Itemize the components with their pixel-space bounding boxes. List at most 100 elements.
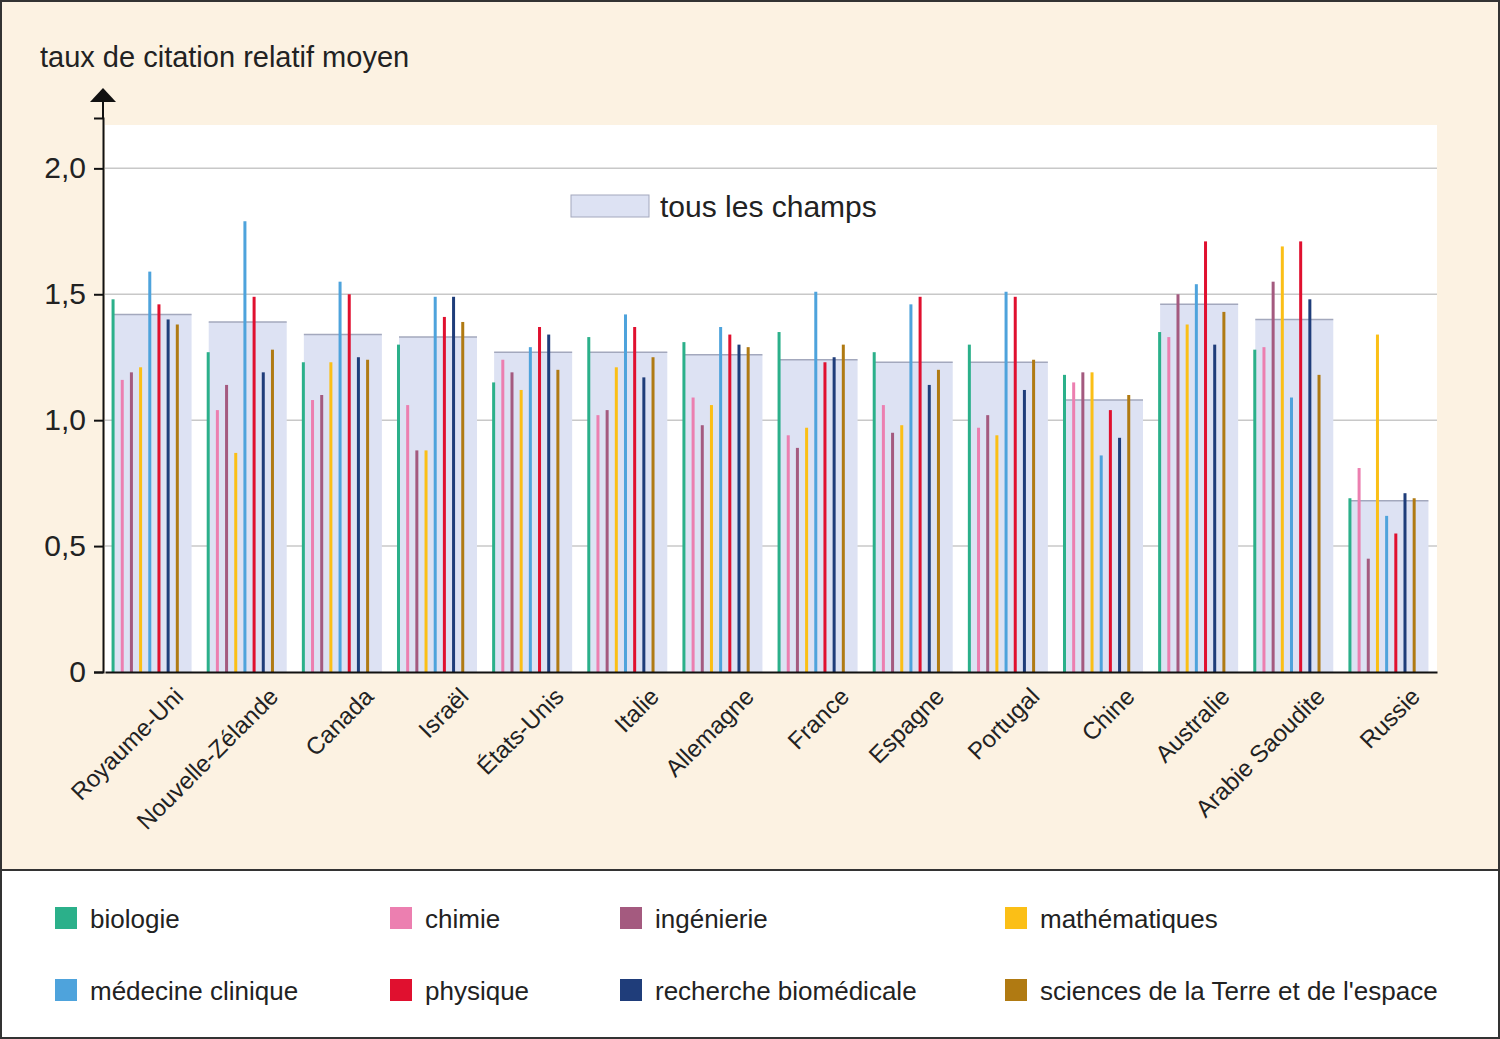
x-tick: Canada [300,672,379,761]
bar [710,405,713,672]
bar [615,367,618,672]
bar [1109,410,1112,672]
all-fields-bar [1160,304,1238,672]
bar [1127,395,1130,672]
x-tick: Portugal [962,672,1044,765]
x-tick-label: France [782,683,854,755]
bar [1195,284,1198,672]
bar [692,398,695,672]
bar [1204,241,1207,672]
bar [986,415,989,672]
bar [1403,493,1406,672]
bar [547,335,550,672]
bar [728,335,731,672]
bar [529,347,532,672]
all-fields-bar [970,362,1048,672]
legend-label: mathématiques [1040,904,1218,934]
bar [130,372,133,672]
bar [329,362,332,672]
bar [1376,335,1379,672]
bar [701,425,704,672]
legend-label: médecine clinique [90,976,298,1006]
y-tick-label: 1,5 [44,277,86,310]
chart: 00,51,01,52,0taux de citation relatif mo… [0,0,1500,1039]
legend-swatch [390,979,412,1001]
bar [909,304,912,672]
bar [823,362,826,672]
y-axis: 00,51,01,52,0 [44,119,103,689]
x-tick: Allemagne [660,672,759,782]
bar [176,324,179,672]
bar [1213,345,1216,672]
x-tick-label: Russie [1354,683,1425,754]
legend-swatch [620,979,642,1001]
bar [1118,438,1121,672]
y-tick-mark [94,546,103,548]
all-fields-top [1160,304,1238,306]
bar [1081,372,1084,672]
legend-swatch [55,979,77,1001]
y-tick-mark [94,294,103,296]
x-tick: Russie [1354,672,1425,753]
bar [357,357,360,672]
legend-label: physique [425,976,529,1006]
bar [415,450,418,672]
legend-swatch [620,907,642,929]
all-fields-top [875,362,953,364]
all-fields-top [970,362,1048,364]
bar [1072,382,1075,672]
bar [538,327,541,672]
bar [787,435,790,672]
all-fields-top [494,351,572,353]
bar [253,297,256,672]
y-tick-label: 0 [69,655,86,688]
bar [873,352,876,672]
y-tick: 1,5 [44,277,103,310]
bar [1023,390,1026,672]
legend-panel [0,870,1500,1039]
bar [556,370,559,672]
bar [1186,324,1189,672]
x-tick-label: Chine [1076,683,1139,746]
bar [1253,350,1256,672]
marks [112,221,1429,672]
y-tick-mark [94,420,103,422]
bar [366,360,369,672]
bar [1308,299,1311,672]
all-fields-top [1350,500,1428,502]
y-label: taux de citation relatif moyen [40,41,409,73]
background [0,0,1500,870]
x-tick-label: Portugal [962,683,1044,765]
all-fields-top [684,354,762,356]
bar [1272,282,1275,672]
all-fields-top [304,334,382,336]
bar [243,221,246,672]
bar [1222,312,1225,672]
y-tick-mark [94,168,103,170]
x-tick-label: États-Unis [471,683,568,780]
legend-swatch [1005,907,1027,929]
bar [1367,559,1370,672]
all-fields-bar [209,322,287,672]
bar [262,372,265,672]
bar [1262,347,1265,672]
bar [1348,498,1351,672]
bar [1100,455,1103,672]
bar [1413,498,1416,672]
x-axis: Royaume-UniNouvelle-ZélandeCanadaIsraëlÉ… [65,672,1437,835]
x-tick-label: Italie [609,683,664,738]
bar [1299,241,1302,672]
x-axis-line [106,672,1438,674]
all-fields-bar [304,335,382,672]
bar [606,410,609,672]
bar [814,292,817,672]
bar [1032,360,1035,672]
bar [510,372,513,672]
y-axis-line [94,119,104,673]
bar [928,385,931,672]
y-tick: 0 [69,655,103,688]
bar [406,405,409,672]
bar [492,382,495,672]
bar [1167,337,1170,672]
legend-label: tous les champs [660,190,877,223]
